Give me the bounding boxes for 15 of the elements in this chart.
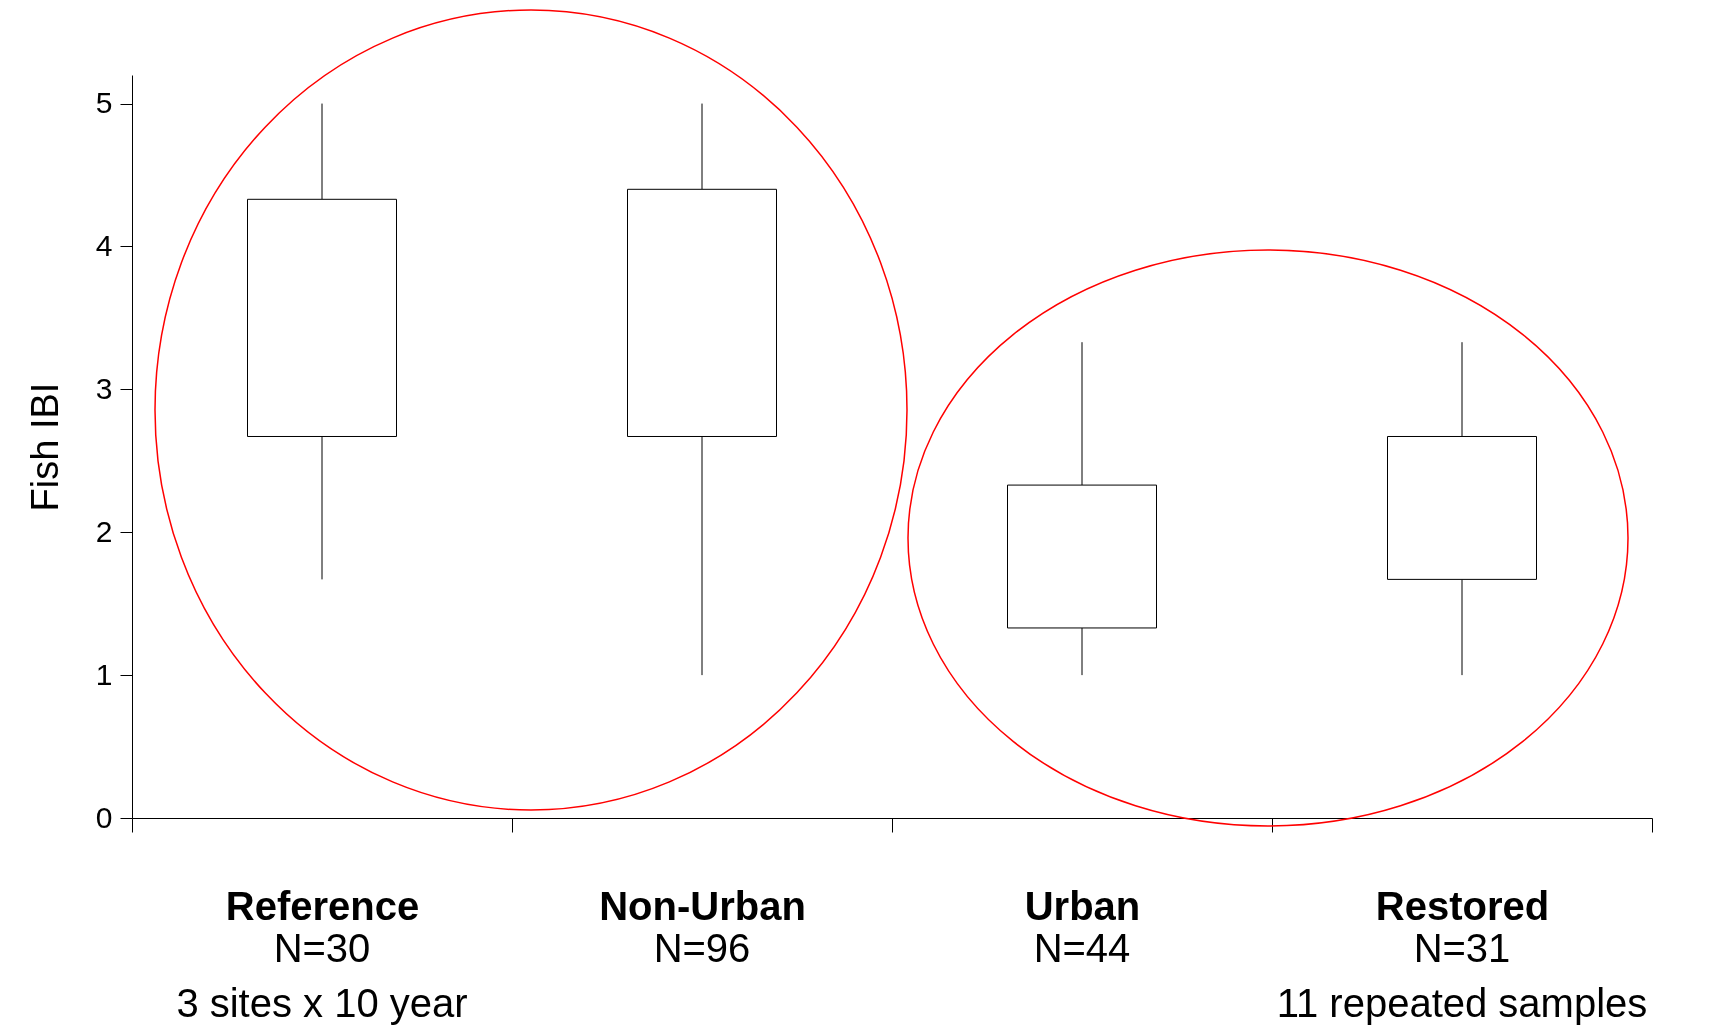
y-tick-label: 5 <box>95 86 113 120</box>
text: N=44 <box>1033 926 1131 970</box>
y-tick-label: 4 <box>95 228 113 262</box>
y-tick-label: 2 <box>95 514 113 548</box>
text: N=30 3 sites x 10 year <box>176 926 468 1025</box>
y-tick-label: 3 <box>95 371 113 405</box>
y-axis-title: Fish IBI <box>23 382 66 512</box>
y-tick-label: 1 <box>95 657 113 691</box>
y-tick-label: 0 <box>95 800 113 834</box>
x-tick-label: Restored <box>1375 883 1550 928</box>
text: N=96 <box>653 926 751 970</box>
x-tick-label: Urban <box>1024 883 1141 928</box>
text: N=31 11 repeated samples <box>1276 926 1648 1025</box>
x-tick-label: Reference <box>225 883 420 928</box>
x-tick-label: Non-Urban <box>599 883 806 928</box>
